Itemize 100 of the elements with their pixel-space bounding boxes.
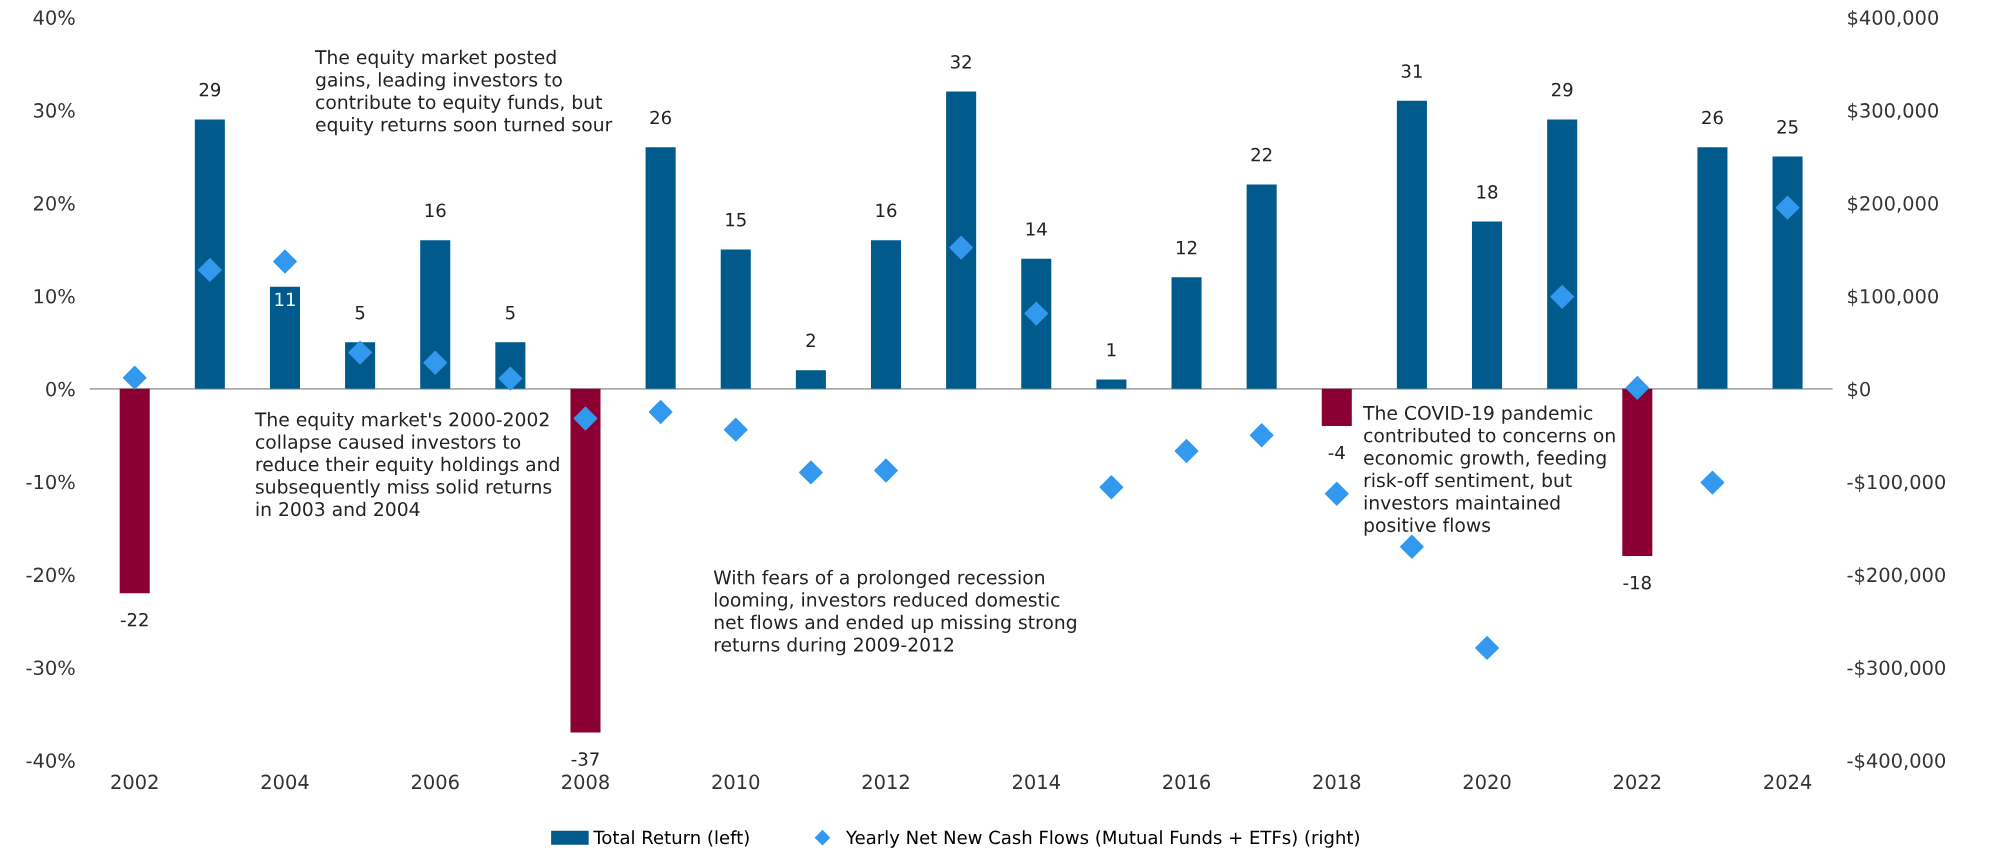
bar [1021, 258, 1052, 389]
bar [1472, 221, 1503, 389]
bar [1396, 100, 1427, 389]
point [1700, 470, 1725, 495]
data-label: 16 [425, 203, 446, 218]
bar [1321, 388, 1352, 426]
y2-tick-label: -$300,000 [1847, 660, 1946, 678]
x-tick-label: 2018 [1313, 774, 1361, 790]
data-label: 14 [1026, 222, 1047, 236]
point [1625, 375, 1650, 400]
data-label: 5 [355, 306, 365, 320]
data-label: 2 [806, 333, 815, 348]
data-label: 12 [1177, 240, 1197, 255]
x-tick-label: 2006 [411, 774, 459, 790]
x-tick-label: 2012 [862, 774, 909, 790]
point [348, 340, 372, 365]
bar [269, 286, 300, 389]
y-tick-label: -20% [26, 567, 75, 583]
bar [795, 370, 826, 389]
y2-tick-label: -$200,000 [1847, 567, 1946, 585]
data-label: -4 [1328, 445, 1345, 460]
data-label: 11 [275, 292, 295, 306]
bar [1697, 147, 1728, 389]
bar [946, 91, 977, 389]
annotation: The equity market posted gains, leading investors to contribute to equity funds, but equity returns soon turned sour [314, 49, 613, 136]
legend-label: Total Return (left) [593, 830, 749, 847]
bar [1622, 388, 1653, 556]
y2-tick-label: $0 [1848, 381, 1870, 400]
point [423, 350, 448, 375]
y2-tick-label: $300,000 [1848, 102, 1939, 121]
x-tick-label: 2014 [1012, 774, 1060, 790]
y2-tick-label: $200,000 [1848, 195, 1939, 214]
point [197, 258, 222, 282]
annotation: The COVID-19 pandemic contributed to concerns on economic growth, feeding risk-off sentiment, but investors maintained positive flows [1363, 405, 1615, 536]
point [1324, 481, 1349, 506]
point [273, 249, 297, 274]
point [648, 400, 673, 424]
bar [420, 240, 451, 389]
y2-tick-label: $400,000 [1848, 9, 1939, 28]
point [798, 460, 823, 485]
data-label: -37 [571, 752, 599, 766]
data-label: 29 [199, 82, 221, 97]
point [1400, 534, 1424, 559]
bar [1096, 379, 1127, 389]
data-label: 26 [650, 110, 671, 125]
y2-tick-label: $100,000 [1848, 288, 1939, 307]
data-label: 31 [1401, 64, 1422, 78]
x-tick-label: 2022 [1613, 774, 1661, 790]
data-label: 25 [1777, 120, 1798, 134]
bar [119, 388, 150, 594]
y-tick-label: -40% [26, 753, 75, 768]
y2-tick-label: -$100,000 [1847, 474, 1946, 492]
data-label: 5 [506, 306, 515, 320]
point [498, 366, 523, 391]
y-tick-label: 20% [33, 196, 75, 211]
x-tick-label: 2010 [712, 774, 760, 790]
y-tick-label: 0% [46, 381, 75, 397]
point [1249, 423, 1274, 448]
bar [720, 249, 751, 389]
point [723, 417, 748, 442]
data-label: -18 [1623, 575, 1651, 590]
x-tick-label: 2008 [562, 774, 609, 790]
data-label: 18 [1477, 185, 1498, 199]
data-label: 16 [876, 203, 897, 218]
point [122, 365, 147, 390]
bar [645, 147, 676, 389]
point [1099, 475, 1124, 500]
x-tick-label: 2020 [1463, 774, 1511, 790]
point [874, 458, 898, 483]
annotation: With fears of a prolonged recession looming, investors reduced domestic net flows and ended up missing strong returns during 2009-2012 [713, 569, 1076, 656]
point [1775, 195, 1800, 220]
point [1550, 284, 1575, 309]
bar [1171, 277, 1202, 389]
x-tick-label: 2024 [1764, 774, 1812, 790]
point [573, 406, 598, 431]
x-tick-label: 2016 [1163, 774, 1211, 790]
data-label: 26 [1702, 110, 1723, 125]
x-tick-label: 2002 [111, 774, 158, 790]
bar [1772, 156, 1803, 389]
bar [1547, 119, 1578, 389]
data-label: 29 [1552, 82, 1573, 97]
legend-label: Yearly Net New Cash Flows (Mutual Funds + ETFs) (right) [845, 830, 1359, 848]
annotation: The equity market's 2000-2002 collapse caused investors to reduce their equity holdings and subsequently miss solid returns in 2003 and 2004 [254, 412, 559, 517]
x-tick-label: 2004 [261, 774, 309, 790]
bar [1246, 184, 1277, 389]
data-label: 32 [951, 54, 971, 69]
y-tick-label: -10% [26, 474, 75, 490]
y2-tick-label: -$400,000 [1847, 752, 1946, 771]
point [1475, 636, 1499, 660]
bar [570, 388, 601, 733]
y-tick-label: -30% [26, 660, 75, 676]
point [1174, 439, 1199, 463]
point [1024, 301, 1049, 326]
y-tick-label: 40% [33, 10, 75, 25]
data-label: 22 [1251, 147, 1272, 162]
y-tick-label: 30% [34, 103, 75, 118]
y-tick-label: 10% [34, 288, 75, 304]
data-label: 1 [1107, 343, 1116, 357]
point [949, 235, 974, 260]
data-label: 15 [726, 213, 746, 227]
